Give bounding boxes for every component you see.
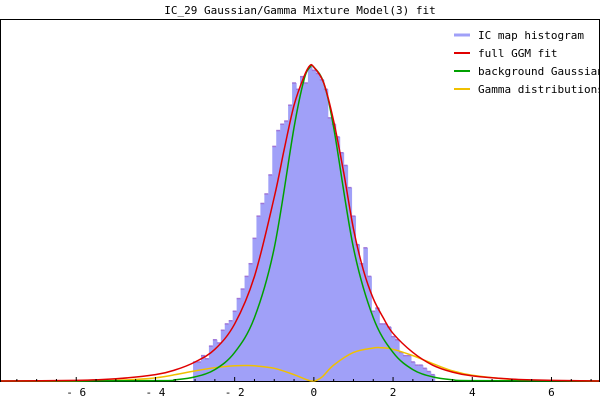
histogram-bar: [244, 276, 250, 381]
histogram-bar: [216, 342, 222, 381]
histogram-bar: [315, 73, 321, 381]
histogram-bar: [391, 336, 396, 381]
histogram-bar: [303, 83, 309, 382]
x-tick-label: 6: [548, 386, 555, 399]
histogram-bar: [319, 79, 325, 381]
histogram-bar: [387, 327, 392, 381]
histogram-bar: [224, 323, 230, 381]
histogram-bar: [323, 89, 329, 382]
x-tick-label: - 6: [66, 386, 86, 399]
histogram-bar: [359, 263, 364, 381]
histogram-bar: [256, 216, 261, 381]
histogram-bar: [355, 244, 360, 381]
histogram-bar: [379, 323, 384, 381]
histogram-bar: [383, 323, 388, 381]
x-axis: - 6 - 4 - 2 0 2 4 6: [16, 377, 592, 399]
fit-lines: [0, 63, 600, 382]
histogram-bar: [208, 346, 214, 381]
histogram-bar: [212, 339, 218, 381]
histogram-bar: [367, 276, 372, 381]
gamma-distributions-line: [0, 346, 600, 382]
x-tick-label: - 4: [146, 386, 166, 399]
chart-title: IC_29 Gaussian/Gamma Mixture Model(3) fi…: [164, 4, 436, 17]
full-ggm-fit-line: [0, 63, 600, 382]
histogram-bar: [200, 355, 206, 381]
x-tick-label: 0: [311, 386, 318, 399]
x-tick-label: 2: [390, 386, 397, 399]
histogram-bar: [406, 355, 412, 381]
legend-label: Gamma distributions: [478, 83, 600, 96]
histogram-bar: [402, 355, 408, 381]
histogram-bar: [204, 358, 210, 381]
histogram-bar: [264, 193, 269, 381]
histogram-bar: [296, 89, 301, 382]
histogram-bars: [193, 66, 436, 382]
histogram-bar: [343, 165, 349, 381]
histogram-bar: [311, 70, 317, 381]
histogram-bar: [232, 311, 238, 381]
histogram-bar: [300, 76, 305, 382]
histogram-bar: [307, 67, 313, 382]
histogram-bar: [228, 320, 234, 381]
histogram-bar: [240, 289, 246, 381]
histogram-bar: [284, 121, 289, 381]
histogram-bar: [220, 330, 226, 381]
histogram-bar: [236, 298, 242, 381]
histogram-bar: [371, 311, 376, 381]
histogram-bar: [327, 117, 333, 381]
x-tick-label: 4: [469, 386, 476, 399]
histogram-bar: [375, 308, 380, 381]
legend-label: IC map histogram: [478, 29, 584, 42]
histogram-bar: [363, 247, 368, 381]
histogram-bar: [331, 124, 337, 381]
histogram-bar: [351, 216, 357, 381]
histogram-bar: [197, 361, 202, 381]
histogram-bar: [399, 352, 404, 381]
histogram-bar: [395, 339, 400, 381]
histogram-bar: [272, 146, 277, 381]
histogram-bar: [410, 361, 416, 381]
histogram-bar: [280, 124, 285, 381]
histogram-bar: [339, 152, 345, 381]
histogram-bar: [288, 105, 293, 382]
histogram-bar: [292, 83, 297, 382]
histogram-bar: [268, 174, 273, 381]
histogram-bar: [248, 263, 254, 381]
histogram-bar: [347, 187, 353, 381]
histogram-bar: [252, 238, 258, 381]
histogram-bar: [335, 136, 341, 381]
histogram-bar: [276, 130, 281, 381]
legend: IC map histogram full GGM fit background G…: [454, 29, 600, 96]
x-tick-label: - 2: [225, 386, 245, 399]
legend-label: background Gaussian: [478, 65, 600, 78]
histogram-bar: [414, 365, 420, 381]
legend-label: full GGM fit: [478, 47, 557, 60]
histogram-bar: [430, 374, 436, 381]
